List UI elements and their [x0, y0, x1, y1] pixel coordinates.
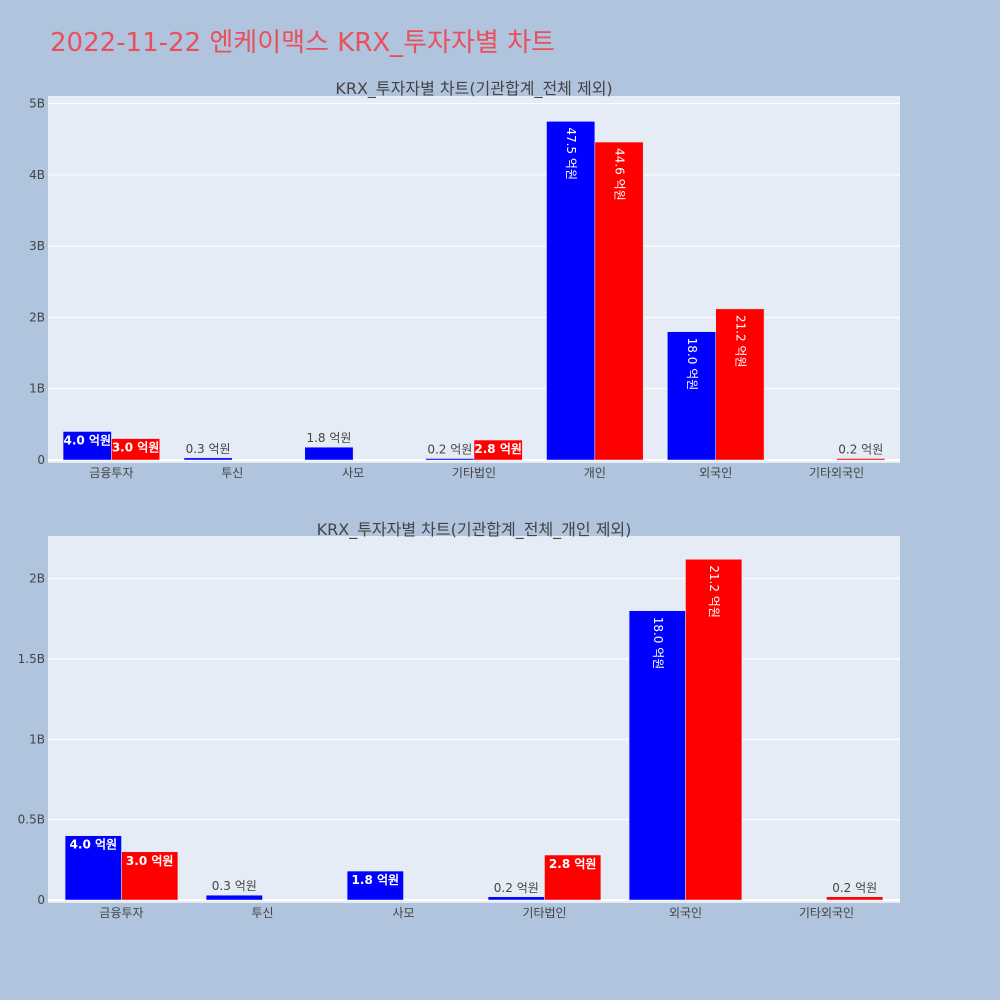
data-label: 0.2 억원 [832, 881, 877, 895]
page-title: 2022-11-22 엔케이맥스 KRX_투자자별 차트 [50, 28, 555, 58]
y-tick-label: 2B [29, 572, 45, 586]
y-tick-label: 1B [29, 382, 45, 396]
data-label: 0.3 억원 [186, 442, 231, 456]
data-label: 3.0 억원 [112, 441, 160, 455]
data-label: 21.2 억원 [707, 565, 721, 618]
y-tick-label: 1B [29, 732, 45, 746]
chart-title: KRX_투자자별 차트(기관합계_전체 제외) [335, 79, 612, 99]
y-tick-label: 3B [29, 239, 45, 253]
x-tick-label: 사모 [342, 466, 364, 480]
data-label: 3.0 억원 [126, 854, 174, 868]
data-label: 47.5 억원 [564, 127, 578, 180]
bar [594, 141, 644, 461]
plot-area [48, 536, 900, 903]
bar [836, 458, 886, 461]
data-label: 2.8 억원 [549, 857, 597, 871]
y-tick-label: 0 [37, 453, 45, 467]
x-tick-label: 투신 [221, 466, 243, 480]
bar [346, 870, 404, 901]
bar [715, 308, 765, 461]
data-label: 0.2 억원 [494, 881, 539, 895]
data-label: 21.2 억원 [733, 315, 747, 368]
data-label: 18.0 억원 [651, 617, 665, 670]
chart-title: KRX_투자자별 차트(기관합계_전체_개인 제외) [317, 520, 632, 540]
bar [473, 439, 523, 461]
bar [205, 894, 263, 901]
x-tick-label: 개인 [584, 466, 606, 480]
data-label: 18.0 억원 [685, 338, 699, 391]
data-label: 4.0 억원 [70, 838, 118, 852]
y-tick-label: 2B [29, 310, 45, 324]
y-tick-label: 1.5B [18, 652, 45, 666]
x-tick-label: 기타외국인 [799, 906, 854, 920]
bar [304, 446, 354, 461]
data-label: 1.8 억원 [306, 431, 351, 445]
data-label: 0.2 억원 [838, 443, 883, 457]
bar [487, 896, 545, 901]
data-label: 1.8 억원 [352, 873, 400, 887]
y-tick-label: 4B [29, 168, 45, 182]
y-tick-label: 0 [37, 893, 45, 907]
bar [667, 331, 716, 461]
data-label: 44.6 억원 [613, 148, 627, 201]
data-label: 0.2 억원 [427, 443, 472, 457]
x-tick-label: 사모 [392, 906, 414, 920]
chart-panel-2: 0 0.5B 1B 1.5B 2B KRX_투자자별 차트(기관합계_전체_개인 제외) 금… [18, 520, 900, 920]
bar [64, 835, 122, 901]
x-tick-label: 금융투자 [99, 906, 143, 920]
bar [628, 610, 686, 901]
x-tick-label: 외국인 [669, 906, 702, 920]
data-label: 2.8 억원 [474, 442, 522, 456]
x-tick-label: 기타외국인 [809, 466, 864, 480]
bar [121, 851, 179, 901]
bar [826, 896, 884, 901]
x-tick-label: 기타법인 [452, 466, 496, 480]
y-tick-label: 0.5B [18, 813, 45, 827]
bar [183, 457, 233, 461]
data-label: 4.0 억원 [63, 433, 111, 447]
x-tick-label: 투신 [251, 906, 273, 920]
data-label: 0.3 억원 [212, 879, 257, 893]
plot-area [48, 96, 900, 463]
chart-panel-1: 0 1B 2B 3B 4B 5B KRX_투자자별 차트(기관합계_전체 제외) 금융투자 4.… [29, 79, 900, 480]
bar [111, 438, 161, 461]
bar [544, 854, 602, 901]
x-tick-label: 기타법인 [522, 906, 566, 920]
bar [425, 458, 475, 461]
bar [685, 559, 743, 901]
y-tick-label: 5B [29, 97, 45, 111]
x-tick-label: 외국인 [699, 466, 732, 480]
x-tick-label: 금융투자 [89, 466, 133, 480]
